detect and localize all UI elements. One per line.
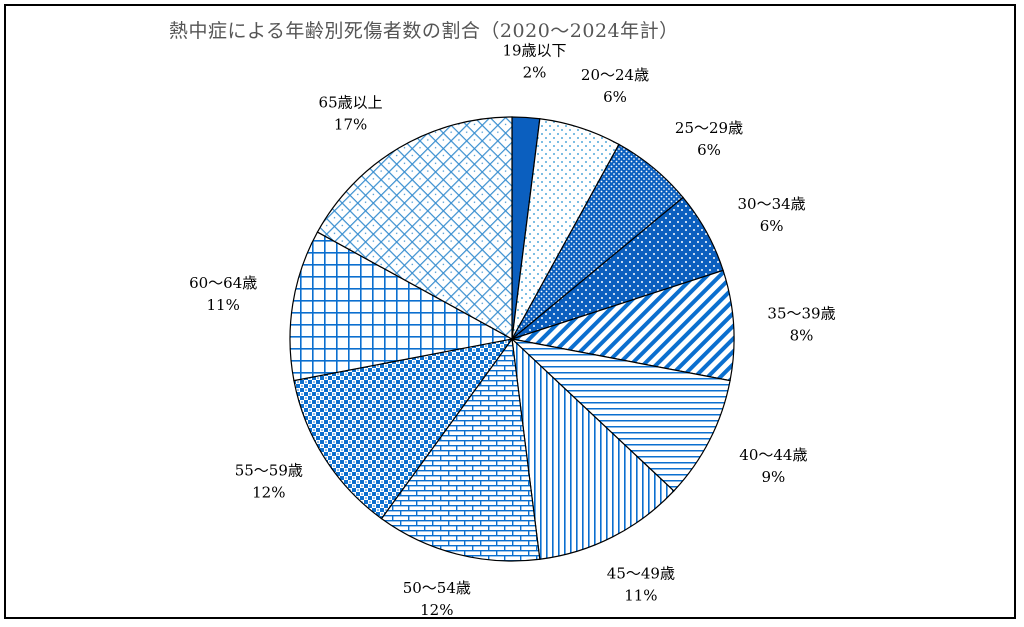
slice-percent-2: 6% <box>603 88 627 106</box>
slice-percent-3: 6% <box>697 141 721 159</box>
slice-label-1: 19歳以下 <box>502 42 566 60</box>
pie-slice-11 <box>316 116 513 341</box>
slice-label-5: 35～39歳 <box>767 305 835 323</box>
pie-slice-7 <box>511 337 675 560</box>
slice-percent-4: 6% <box>760 217 784 235</box>
slice-percent-9: 12% <box>252 483 285 501</box>
slice-percent-1: 2% <box>523 64 547 82</box>
pie-slice-6 <box>510 338 731 492</box>
slice-percent-6: 9% <box>762 468 786 486</box>
slice-label-2: 20～24歳 <box>581 66 649 84</box>
slice-label-7: 45～49歳 <box>607 564 675 582</box>
pie-slices <box>289 116 735 562</box>
pie-slice-8 <box>380 337 541 562</box>
slice-label-9: 55～59歳 <box>235 461 303 479</box>
slice-percent-11: 17% <box>334 116 367 134</box>
slice-label-4: 30～34歳 <box>738 195 806 213</box>
pie-slice-10 <box>289 231 514 382</box>
slice-label-11: 65歳以上 <box>319 94 383 112</box>
slice-label-10: 60～64歳 <box>189 274 257 292</box>
slice-percent-5: 8% <box>790 327 814 345</box>
slice-label-6: 40～44歳 <box>739 446 807 464</box>
slice-label-8: 50～54歳 <box>403 579 471 597</box>
chart-title: 熱中症による年齢別死傷者数の割合（2020～2024年計） <box>169 20 679 42</box>
pie-slice-9 <box>293 338 514 520</box>
slice-percent-8: 12% <box>420 601 453 619</box>
pie-labels: 19歳以下 2% 20～24歳 6% 25～29歳 6% 30～34歳 6% 35～39歳 8% 4… <box>189 42 835 619</box>
pie-slice-5 <box>511 269 735 382</box>
slice-percent-7: 11% <box>624 586 657 604</box>
slice-percent-10: 11% <box>207 296 240 314</box>
slice-label-3: 25～29歳 <box>675 119 743 137</box>
